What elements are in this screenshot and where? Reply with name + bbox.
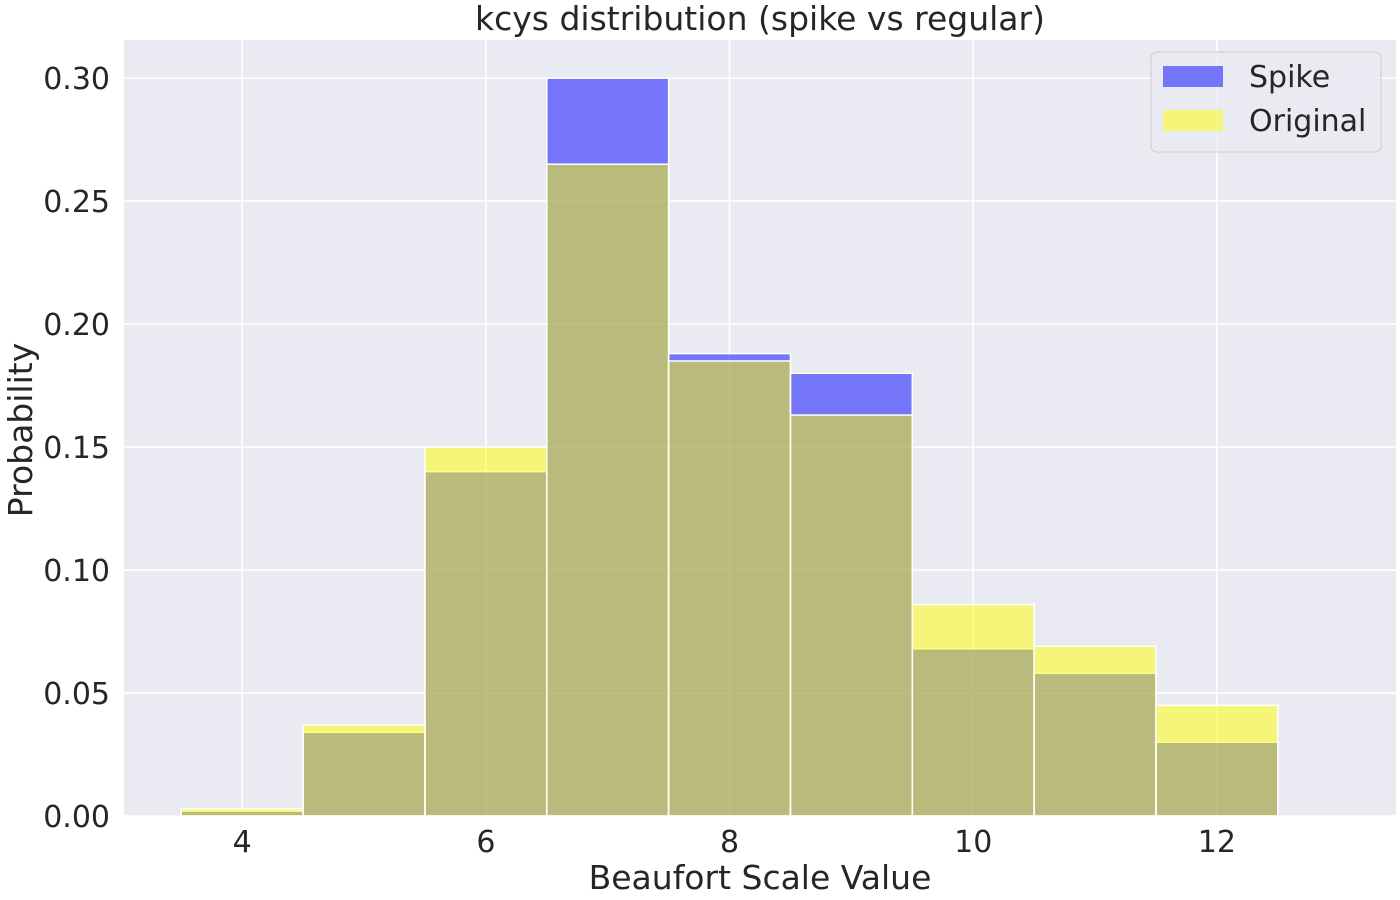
legend-swatch-spike	[1163, 66, 1223, 87]
legend-label-original: Original	[1249, 104, 1366, 139]
bar-original-8	[667, 360, 792, 817]
x-tick-labels: 4 6 8 10 12	[233, 825, 1236, 860]
chart-title: kcys distribution (spike vs regular)	[475, 0, 1045, 38]
x-tick-label: 12	[1198, 825, 1236, 860]
x-tick-label: 8	[720, 825, 739, 860]
y-tick-label: 0.25	[43, 185, 110, 220]
y-tick-label: 0.00	[43, 800, 110, 835]
bar-original-6	[424, 446, 548, 817]
y-tick-label: 0.30	[43, 62, 110, 97]
bar-original-11	[1033, 645, 1157, 817]
bar-original-10	[911, 603, 1035, 817]
bar-original-9	[789, 414, 914, 817]
bar-original-4	[180, 807, 304, 817]
y-tick-label: 0.10	[43, 554, 110, 589]
x-tick-label: 6	[476, 825, 495, 860]
bar-original-12	[1155, 704, 1279, 817]
legend-label-spike: Spike	[1249, 60, 1330, 95]
y-tick-label: 0.15	[43, 431, 110, 466]
legend-swatch-original	[1163, 110, 1223, 131]
y-tick-label: 0.05	[43, 677, 110, 712]
y-tick-label: 0.20	[43, 308, 110, 343]
x-axis-label: Beaufort Scale Value	[589, 858, 932, 897]
bar-original-5	[302, 724, 426, 817]
legend: Spike Original	[1150, 51, 1382, 153]
y-axis-label: Probability	[1, 343, 40, 517]
x-tick-label: 4	[233, 825, 252, 860]
x-tick-label: 10	[954, 825, 992, 860]
bar-original-7	[546, 163, 670, 817]
bars	[180, 77, 1279, 817]
y-tick-labels: 0.00 0.05 0.10 0.15 0.20 0.25 0.30	[43, 62, 110, 835]
